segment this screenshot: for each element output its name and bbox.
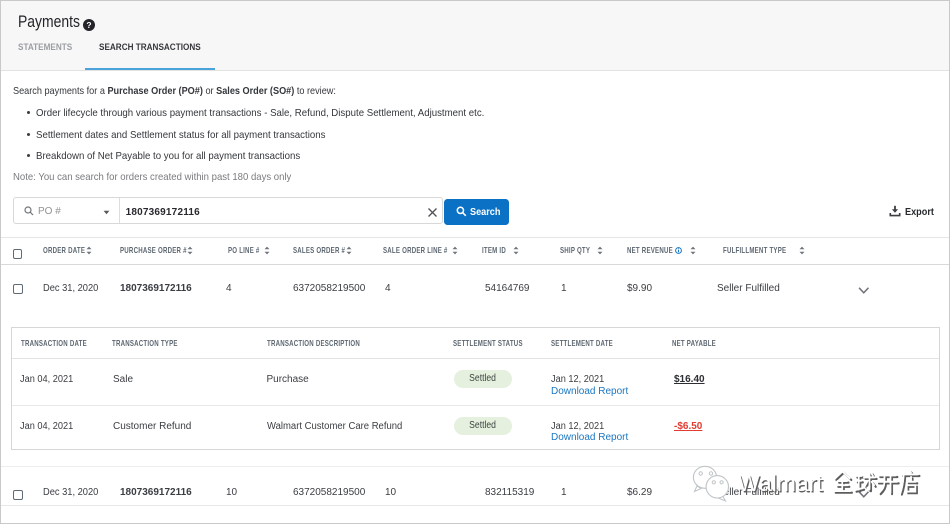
svg-text:Walmart: Walmart (739, 471, 824, 497)
svg-text:Walmart: Walmart (738, 470, 823, 496)
